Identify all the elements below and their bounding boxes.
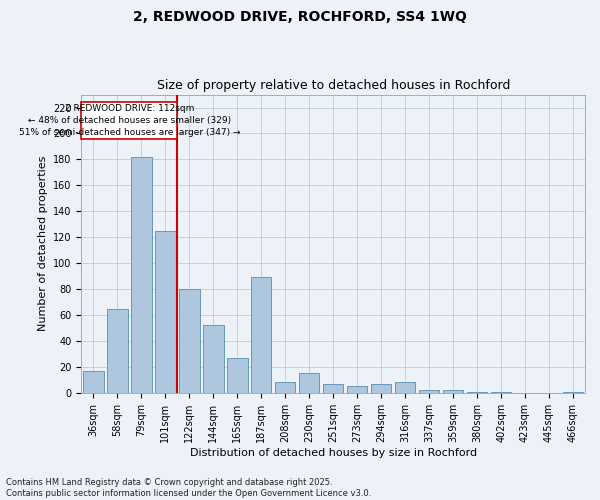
Bar [83,371,104,393]
X-axis label: Distribution of detached houses by size in Rochford: Distribution of detached houses by size … [190,448,477,458]
Bar [371,384,391,393]
Bar [491,392,511,393]
Title: Size of property relative to detached houses in Rochford: Size of property relative to detached ho… [157,79,510,92]
Y-axis label: Number of detached properties: Number of detached properties [38,156,47,332]
Bar [347,386,367,393]
Bar [275,382,295,393]
Bar [107,308,128,393]
Bar [443,390,463,393]
Bar [203,326,224,393]
Text: Contains HM Land Registry data © Crown copyright and database right 2025.
Contai: Contains HM Land Registry data © Crown c… [6,478,371,498]
Bar [179,289,200,393]
Text: 2 REDWOOD DRIVE: 112sqm
← 48% of detached houses are smaller (329)
51% of semi-d: 2 REDWOOD DRIVE: 112sqm ← 48% of detache… [19,104,240,137]
Bar [563,392,583,393]
Bar [155,230,176,393]
Bar [395,382,415,393]
Bar [131,157,152,393]
Bar [419,390,439,393]
Bar [323,384,343,393]
Bar [299,374,319,393]
Text: 2, REDWOOD DRIVE, ROCHFORD, SS4 1WQ: 2, REDWOOD DRIVE, ROCHFORD, SS4 1WQ [133,10,467,24]
Bar [467,392,487,393]
Bar [227,358,248,393]
Bar [82,102,178,139]
Bar [251,278,271,393]
